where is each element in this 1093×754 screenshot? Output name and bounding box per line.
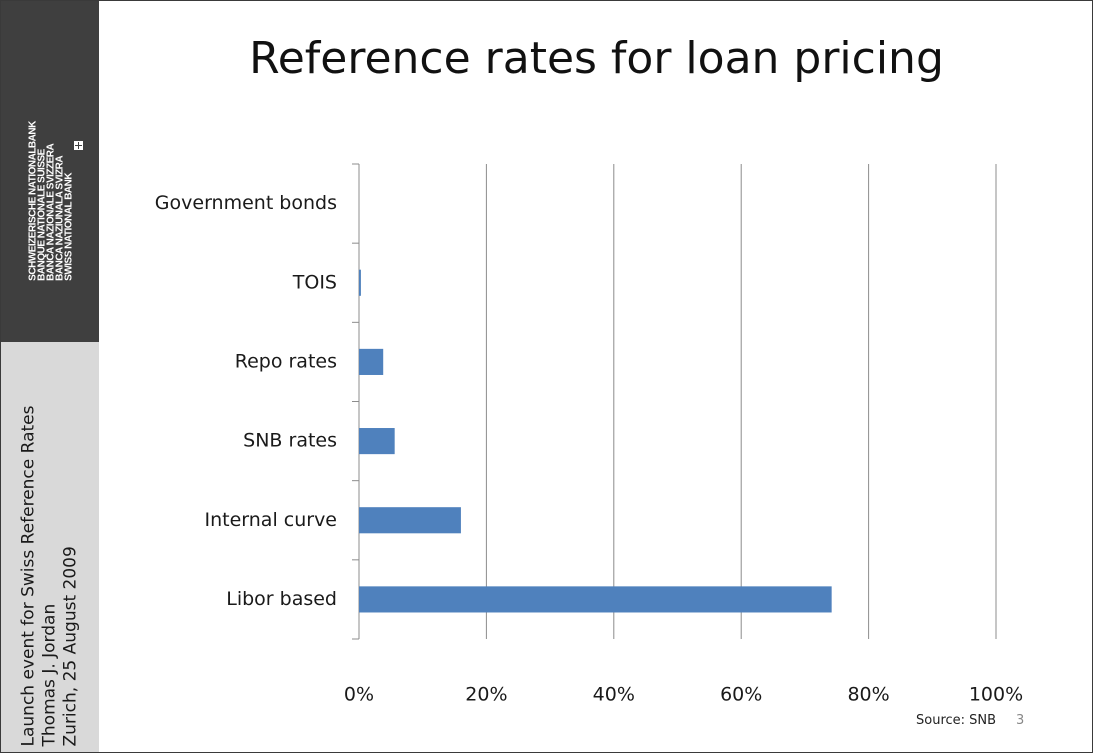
sidebar-info-panel	[1, 342, 99, 752]
bar	[359, 507, 461, 534]
category-label: Government bonds	[155, 192, 337, 214]
source-note: Source: SNB	[916, 713, 997, 728]
x-tick-label: 20%	[465, 684, 507, 706]
category-label: Internal curve	[205, 509, 338, 531]
category-label: Repo rates	[235, 350, 337, 372]
bar	[359, 348, 384, 375]
slide-title: Reference rates for loan pricing	[249, 33, 944, 84]
bar	[359, 428, 395, 455]
x-tick-label: 0%	[344, 684, 374, 706]
sidebar-logo-panel	[1, 1, 99, 342]
bar	[359, 269, 361, 296]
category-label: SNB rates	[243, 430, 337, 452]
category-label: Libor based	[226, 588, 337, 610]
x-tick-label: 80%	[847, 684, 889, 706]
page-number: 3	[1016, 713, 1025, 728]
swiss-cross-icon	[74, 141, 83, 150]
x-tick-label: 40%	[593, 684, 635, 706]
bar	[359, 586, 832, 613]
x-tick-label: 60%	[720, 684, 762, 706]
category-label: TOIS	[292, 271, 337, 293]
x-tick-label: 100%	[969, 684, 1023, 706]
